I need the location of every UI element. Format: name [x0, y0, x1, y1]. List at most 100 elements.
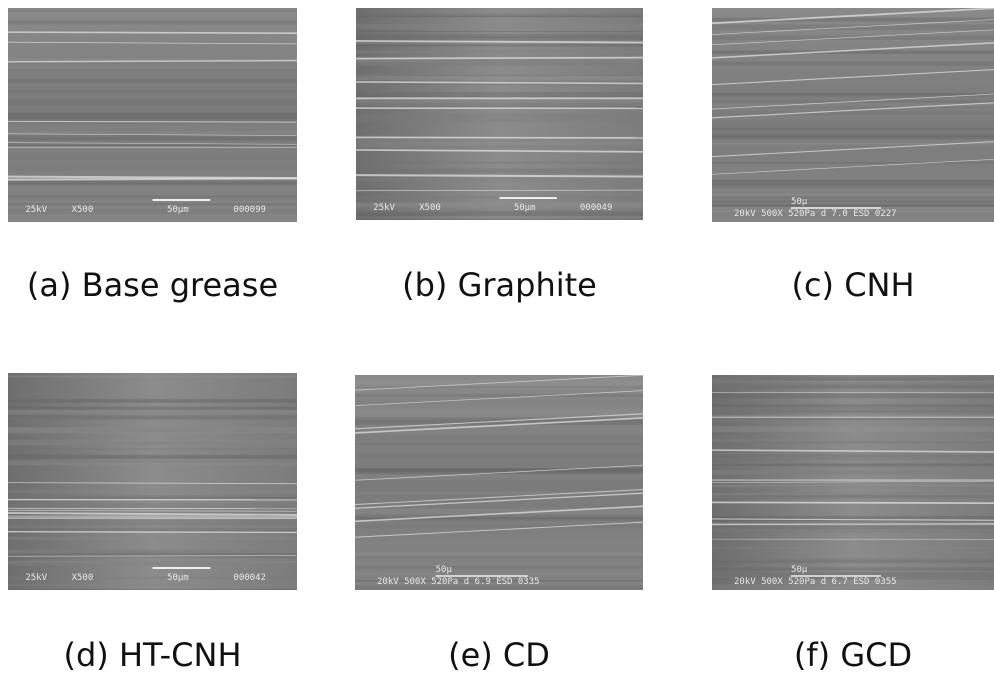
texture-band — [8, 561, 297, 563]
texture-band — [355, 405, 643, 408]
scratch — [8, 532, 297, 533]
texture-band — [8, 100, 297, 106]
texture-band — [712, 174, 994, 179]
scratch — [356, 175, 643, 176]
texture-band — [356, 92, 643, 93]
texture-band — [712, 453, 994, 454]
scratch — [356, 137, 643, 138]
texture-band — [356, 31, 643, 32]
image-info: 20kV 500X 520Pa d 7.0 ESD 0227 — [734, 209, 897, 219]
texture-band — [8, 127, 297, 132]
texture-band — [8, 461, 297, 462]
texture-band — [8, 526, 297, 528]
scratch — [8, 32, 297, 33]
texture-band — [356, 113, 643, 118]
texture-band — [356, 101, 643, 107]
scale-label: 50μm — [167, 573, 189, 583]
texture-band — [355, 541, 643, 545]
texture-band — [8, 497, 297, 499]
texture-band — [712, 35, 994, 40]
texture-band — [8, 589, 297, 591]
scale-label: 50μ — [436, 565, 453, 575]
texture-band — [8, 490, 297, 494]
texture-band — [356, 75, 643, 76]
texture-band — [8, 407, 297, 410]
texture-band — [712, 163, 994, 166]
texture-band — [8, 21, 297, 25]
texture-band — [712, 404, 994, 407]
texture-band — [8, 69, 297, 72]
texture-band — [712, 418, 994, 420]
image-info: X500 — [419, 203, 441, 213]
texture-band — [712, 558, 994, 561]
scale-label: 50μ — [791, 565, 808, 575]
texture-band — [8, 440, 297, 445]
texture-band — [355, 409, 643, 415]
texture-band — [712, 495, 994, 498]
texture-band — [712, 426, 994, 432]
texture-band — [712, 117, 994, 120]
texture-band — [355, 454, 643, 458]
scratch — [356, 58, 643, 59]
scratch — [712, 502, 994, 503]
texture-band — [712, 458, 994, 460]
texture-band — [8, 181, 297, 185]
texture-band — [712, 95, 994, 99]
texture-band — [356, 178, 643, 182]
texture-band — [712, 547, 994, 548]
image-info: 25kV — [373, 203, 395, 213]
texture-band — [8, 563, 297, 566]
image-info: 000042 — [233, 573, 266, 583]
texture-band — [712, 202, 994, 204]
scale-label: 50μm — [514, 203, 536, 213]
texture-band — [356, 51, 643, 53]
scale-label: 50μ — [791, 197, 808, 207]
panel-caption: (f) GCD — [794, 636, 912, 673]
texture-band — [712, 407, 994, 412]
texture-band — [8, 549, 297, 554]
panel-caption: (a) Base grease — [27, 266, 278, 304]
texture-band — [355, 379, 643, 384]
texture-band — [356, 24, 643, 29]
sem-image: 20kV 500X 520Pa d 6.9 ESD 033550μ — [355, 375, 643, 591]
texture-band — [8, 399, 297, 402]
texture-band — [355, 443, 643, 444]
texture-band — [8, 584, 297, 586]
texture-band — [712, 486, 994, 488]
scale-label: 50μm — [167, 205, 189, 215]
texture-band — [8, 503, 297, 507]
sem-image: 25kVX50000004250μm — [8, 373, 297, 590]
texture-band — [355, 483, 643, 486]
texture-band — [8, 455, 297, 459]
texture-band — [712, 128, 994, 131]
texture-band — [8, 416, 297, 420]
texture-band — [356, 119, 643, 123]
texture-band — [712, 62, 994, 66]
figure: 25kVX50000009950μm (a) Base grease 25kV X50… — [0, 0, 994, 673]
texture-band — [712, 394, 994, 399]
texture-band — [356, 145, 643, 148]
texture-band — [712, 162, 994, 164]
texture-band — [355, 474, 643, 480]
image-info: 25kV — [25, 205, 47, 215]
texture-band — [8, 88, 297, 90]
panel-caption: (e) CD — [448, 636, 550, 673]
texture-band — [8, 167, 297, 171]
scratch — [712, 524, 994, 525]
texture-band — [712, 526, 994, 529]
panel-caption: (b) Graphite — [402, 266, 597, 304]
texture-band — [712, 470, 994, 474]
panel-caption: (d) HT-CNH — [63, 636, 241, 673]
texture-band — [712, 180, 994, 181]
texture-band — [8, 135, 297, 141]
texture-band — [8, 154, 297, 160]
texture-band — [8, 537, 297, 540]
texture-band — [355, 552, 643, 557]
image-info: 000049 — [580, 203, 613, 213]
texture-band — [356, 162, 643, 164]
texture-band — [8, 8, 297, 10]
texture-band — [355, 566, 643, 570]
texture-band — [712, 464, 994, 467]
